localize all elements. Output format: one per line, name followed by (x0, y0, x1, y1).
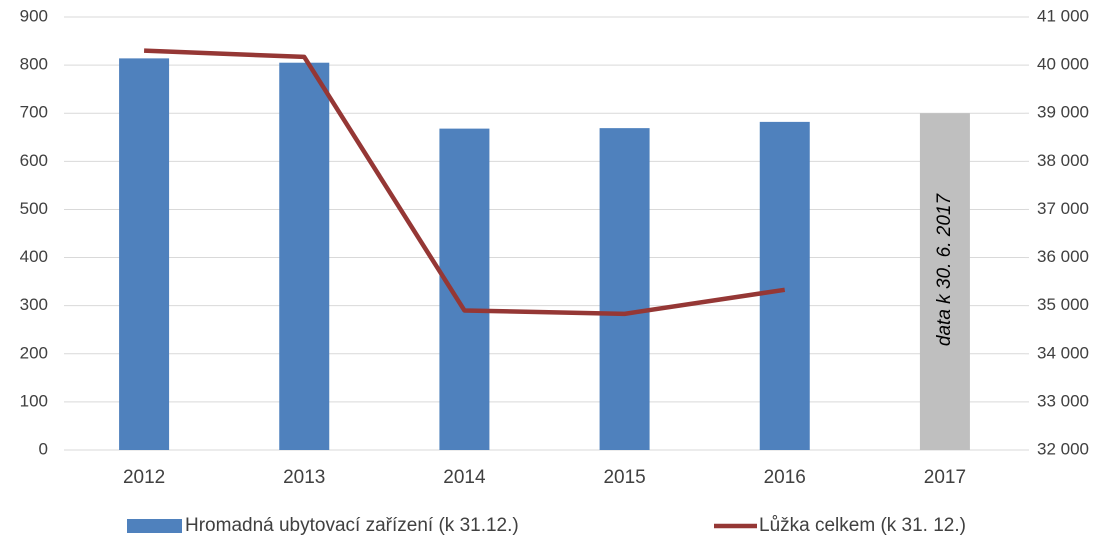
y2-tick-label: 41 000 (1037, 6, 1089, 25)
y2-tick-label: 39 000 (1037, 103, 1089, 122)
y2-tick-label: 34 000 (1037, 343, 1089, 362)
annotation: data k 30. 6. 2017 (934, 193, 955, 347)
bar (119, 58, 170, 451)
x-tick-label: 2012 (123, 467, 165, 488)
y2-tick-label: 32 000 (1037, 439, 1089, 458)
y-tick-label: 200 (20, 343, 48, 362)
y-tick-label: 600 (20, 151, 48, 170)
y2-tick-label: 38 000 (1037, 151, 1089, 170)
legend-label: Hromadná ubytovací zařízení (k 31.12.) (185, 515, 519, 536)
y-tick-label: 0 (39, 439, 48, 458)
y-tick-label: 500 (20, 199, 48, 218)
y-tick-label: 800 (20, 55, 48, 74)
y-tick-label: 100 (20, 391, 48, 410)
x-tick-label: 2013 (283, 467, 325, 488)
legend-label: Lůžka celkem (k 31. 12.) (759, 515, 966, 536)
bar (919, 113, 970, 450)
y2-tick-label: 35 000 (1037, 295, 1089, 314)
x-tick-label: 2014 (443, 467, 486, 488)
y-tick-label: 300 (20, 295, 48, 314)
y2-tick-label: 40 000 (1037, 55, 1089, 74)
x-tick-label: 2016 (764, 467, 806, 488)
y2-tick-label: 33 000 (1037, 391, 1089, 410)
y2-tick-label: 37 000 (1037, 199, 1089, 218)
legend-swatch (127, 519, 182, 533)
x-tick-label: 2015 (603, 467, 645, 488)
bar (599, 128, 650, 451)
y-tick-label: 400 (20, 247, 48, 266)
x-tick-label: 2017 (924, 467, 966, 488)
y-tick-label: 900 (20, 6, 48, 25)
line (143, 48, 786, 317)
bar (439, 128, 490, 450)
bar (279, 62, 330, 450)
y-tick-label: 700 (20, 103, 48, 122)
y2-tick-label: 36 000 (1037, 247, 1089, 266)
bar (759, 121, 810, 450)
